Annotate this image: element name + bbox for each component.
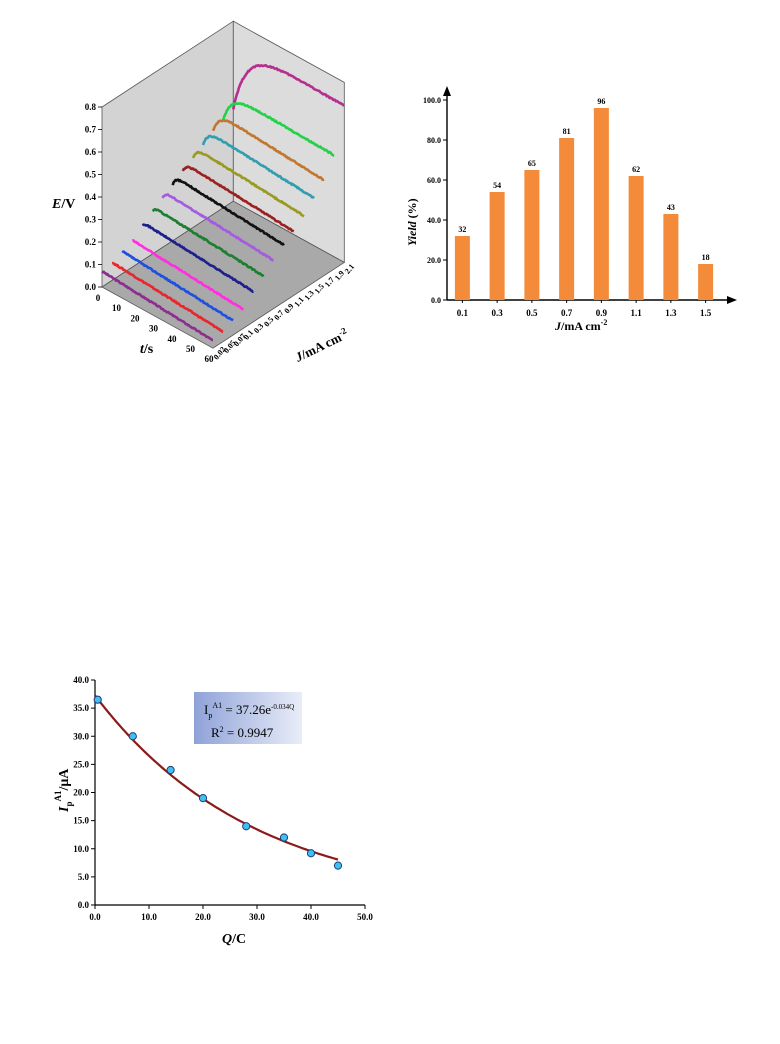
- waterfall-series-line: [211, 119, 325, 182]
- waterfall-series-line: [101, 270, 214, 342]
- waterfall-x-tick-label: 50: [186, 344, 196, 354]
- waterfall-y-tick-label: 0.1: [85, 260, 97, 270]
- waterfall-x-tick-label: 0: [96, 293, 101, 303]
- waterfall-series-line: [161, 193, 275, 262]
- waterfall-series-line: [121, 249, 234, 322]
- waterfall-y-tick-label: 0.8: [85, 102, 97, 112]
- waterfall-y-axis-label: E/V: [51, 197, 75, 212]
- waterfall-series-line: [141, 223, 254, 294]
- waterfall-series-line: [181, 165, 295, 233]
- waterfall-x-tick-label: 60: [205, 354, 215, 364]
- waterfall-x-axis-label: t/s: [140, 342, 154, 357]
- waterfall-x-tick-label: 40: [168, 334, 178, 344]
- waterfall-x-tick-label: 20: [131, 313, 141, 323]
- waterfall-series-line: [151, 208, 265, 278]
- waterfall-y-tick-label: 0.2: [85, 237, 97, 247]
- waterfall-series-line: [201, 134, 315, 199]
- waterfall-series-line: [171, 178, 285, 247]
- waterfall-y-tick-label: 0.7: [85, 125, 97, 135]
- waterfall-x-tick-label: 10: [112, 303, 122, 313]
- waterfall-y-tick-label: 0.6: [85, 147, 97, 157]
- waterfall-series-line: [221, 102, 335, 157]
- waterfall-y-tick-label: 0.4: [85, 192, 97, 202]
- waterfall-series-line: [131, 239, 245, 311]
- waterfall-series-group: [101, 63, 345, 342]
- waterfall-y-tick-label: 0.5: [85, 170, 97, 180]
- waterfall-series-line: [111, 261, 224, 334]
- waterfall-z-axis-label: J/mA cm-2: [291, 325, 351, 365]
- waterfall-y-tick-label: 0.0: [85, 282, 97, 292]
- waterfall-series-line: [232, 63, 345, 110]
- waterfall-y-tick-label: 0.3: [85, 215, 97, 225]
- waterfall-x-tick-label: 30: [149, 324, 159, 334]
- waterfall-series-line: [191, 150, 305, 218]
